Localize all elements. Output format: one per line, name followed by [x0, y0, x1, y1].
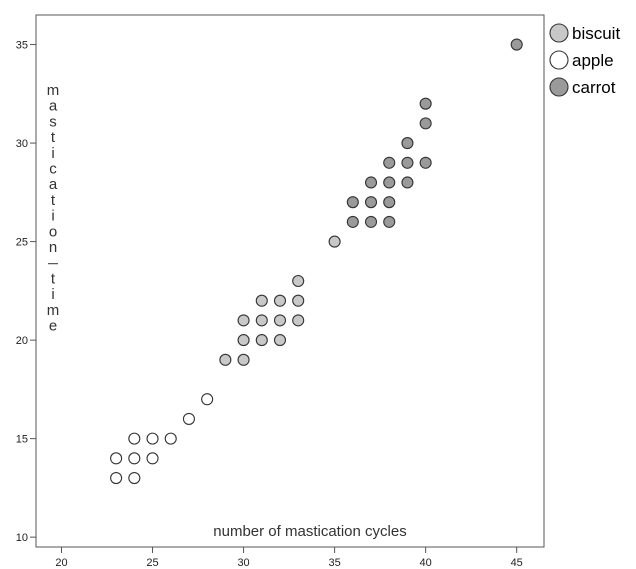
legend-label-carrot: carrot [572, 78, 616, 97]
data-point-biscuit [292, 294, 305, 307]
data-point-biscuit [292, 274, 305, 288]
x-tick-label: 45 [511, 557, 523, 569]
data-point-apple [182, 412, 195, 425]
data-point-carrot [401, 137, 414, 150]
legend-marker-apple [549, 50, 569, 70]
data-point-carrot [383, 156, 396, 169]
y-axis-label-char: m [47, 82, 60, 99]
x-tick-label: 40 [420, 557, 432, 569]
y-axis-label-char: m [47, 302, 60, 319]
y-tick-label: 35 [16, 40, 28, 52]
data-point-biscuit [237, 334, 250, 347]
data-point-biscuit [328, 235, 341, 248]
data-point-carrot [346, 196, 359, 209]
data-point-biscuit [255, 314, 268, 327]
data-point-carrot [383, 215, 396, 228]
data-point-carrot [419, 117, 432, 130]
legend-label-biscuit: biscuit [572, 24, 620, 43]
plot-area [35, 14, 545, 548]
data-point-carrot [364, 196, 378, 209]
data-point-apple [146, 452, 159, 465]
x-tick-label: 20 [55, 557, 67, 569]
y-axis-label-char: i [51, 208, 54, 225]
y-tick-label: 30 [16, 138, 28, 150]
data-points [110, 38, 523, 485]
data-point-biscuit [273, 294, 287, 307]
data-point-biscuit [255, 294, 268, 307]
legend-label-apple: apple [572, 51, 614, 70]
data-point-apple [110, 471, 123, 485]
y-axis-label-char: s [49, 113, 57, 130]
y-axis-label-char: e [49, 318, 57, 335]
y-axis-label-char: a [49, 176, 58, 193]
data-point-carrot [401, 176, 414, 189]
data-point-biscuit [273, 334, 287, 347]
data-point-apple [128, 432, 141, 445]
data-point-biscuit [292, 314, 305, 327]
y-tick-label: 25 [16, 237, 28, 249]
x-axis-label: number of mastication cycles [213, 523, 406, 540]
x-tick-label: 35 [328, 557, 340, 569]
y-tick-label: 20 [16, 335, 28, 347]
y-axis-label-char: t [51, 270, 56, 287]
data-point-carrot [383, 196, 396, 209]
y-tick-label: 10 [16, 532, 28, 544]
data-point-apple [146, 432, 159, 445]
y-axis-label-char: c [49, 161, 57, 178]
data-point-carrot [383, 176, 396, 189]
data-point-carrot [510, 38, 523, 51]
data-point-carrot [364, 176, 378, 189]
data-point-biscuit [255, 334, 268, 347]
y-tick-label: 15 [16, 434, 28, 446]
y-axis-label-char: t [51, 129, 56, 146]
y-axis-label-char: o [49, 223, 57, 240]
data-point-carrot [419, 156, 432, 169]
y-axis-label-char: i [51, 286, 54, 303]
data-point-carrot [364, 215, 378, 228]
x-tick-label: 30 [237, 557, 249, 569]
legend-marker-biscuit [549, 23, 569, 43]
data-point-biscuit [237, 314, 250, 327]
data-point-biscuit [273, 314, 287, 327]
data-point-apple [128, 452, 141, 465]
data-point-carrot [419, 97, 432, 110]
y-axis-label-char: i [51, 145, 54, 162]
data-point-apple [128, 471, 141, 485]
data-point-apple [110, 452, 123, 465]
data-point-apple [164, 432, 177, 445]
y-axis-label-char: a [49, 98, 58, 115]
x-tick-label: 25 [146, 557, 158, 569]
data-point-biscuit [219, 353, 232, 366]
data-point-biscuit [237, 353, 250, 366]
legend-marker-carrot [549, 77, 569, 97]
data-point-apple [201, 393, 214, 406]
data-point-carrot [401, 156, 414, 169]
y-axis: 10 15 20 25 30 35 [16, 40, 36, 544]
y-axis-label-char: n [49, 239, 57, 256]
x-axis: 20 25 30 35 40 45 [55, 547, 523, 569]
legend: biscuit apple carrot [549, 23, 620, 97]
y-axis-label-char: t [51, 192, 56, 209]
data-point-carrot [346, 215, 359, 228]
